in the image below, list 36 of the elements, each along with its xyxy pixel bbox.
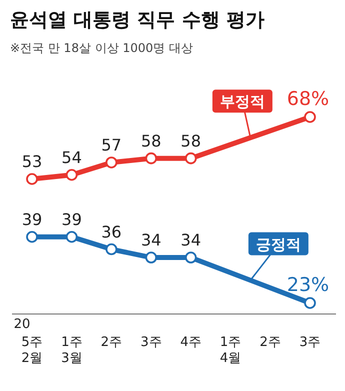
- point: [184, 252, 197, 264]
- x-tick-label: 2주: [260, 335, 281, 350]
- chart-title: 윤석열 대통령 직무 수행 평가: [10, 9, 264, 31]
- x-tick-label: 2주: [100, 335, 122, 350]
- data-label: 68%: [286, 88, 330, 110]
- point: [145, 152, 158, 164]
- point: [184, 152, 197, 164]
- point: [304, 297, 316, 309]
- point: [66, 168, 78, 181]
- data-label: 39: [22, 210, 42, 229]
- point: [106, 243, 118, 256]
- data-label: 57: [101, 135, 122, 154]
- point: [145, 252, 158, 264]
- data-label: 39: [62, 210, 82, 229]
- data-label: 53: [22, 152, 42, 171]
- series-label: 부정적: [220, 92, 265, 111]
- point: [304, 111, 316, 123]
- x-tick-label: 5주 2월: [21, 335, 43, 366]
- point: [106, 156, 118, 168]
- x-tick-label: 1주 3월: [61, 335, 82, 366]
- data-label: 54: [62, 148, 82, 167]
- data-label: 34: [140, 230, 162, 250]
- x-tick-label: 3주: [299, 335, 321, 350]
- series-label: 긍정적: [256, 235, 301, 254]
- data-label: 34: [180, 230, 202, 250]
- point: [26, 173, 38, 185]
- point: [66, 230, 78, 243]
- text: 20: [14, 317, 30, 332]
- x-tick-label: 3주: [140, 335, 162, 350]
- x-tick-label: 4주: [180, 335, 202, 350]
- data-label: 58: [140, 131, 162, 150]
- data-label: 58: [180, 131, 202, 150]
- text: ※전국 만 18살 이상 1000명 대상: [10, 41, 193, 55]
- point: [26, 230, 38, 243]
- data-label: 36: [101, 222, 122, 242]
- x-tick-label: 1주 4월: [220, 335, 242, 366]
